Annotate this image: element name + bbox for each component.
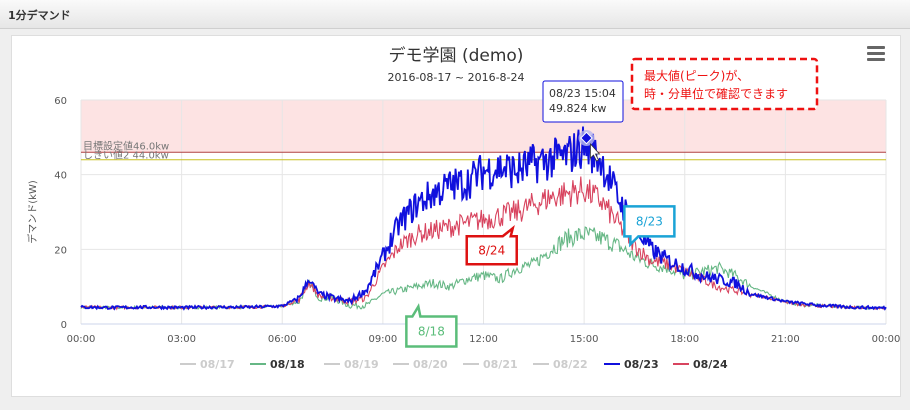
peak-callout-box xyxy=(630,57,819,111)
tooltip-box xyxy=(542,80,624,123)
legend-item-0818[interactable]: 08/18 xyxy=(270,358,305,371)
annotation-bubble xyxy=(465,224,518,266)
y-tick-label: 60 xyxy=(54,96,67,107)
chart-title: デモ学園 (demo) xyxy=(388,46,524,66)
peak-callout-line2: 時・分単位で確認できます xyxy=(644,86,788,101)
y-axis-title: デマンド(kW) xyxy=(26,180,39,244)
legend-item-0819[interactable]: 08/19 xyxy=(344,358,379,371)
y-tick-label: 40 xyxy=(54,171,67,182)
tooltip-value: 49.824 kw xyxy=(549,102,606,115)
x-tick-label: 09:00 xyxy=(368,334,397,345)
x-tick-label: 15:00 xyxy=(570,334,599,345)
mouse-cursor-icon xyxy=(590,142,601,162)
page-title: 1分デマンド xyxy=(8,9,71,22)
x-tick-label: 00:00 xyxy=(872,334,900,345)
x-tick-label: 03:00 xyxy=(167,334,196,345)
x-tick-label: 12:00 xyxy=(469,334,498,345)
annotation-label: 8/23 xyxy=(636,214,663,228)
header-bar: 1分デマンド xyxy=(0,0,910,29)
tooltip-datetime: 08/23 15:04 xyxy=(549,87,616,100)
chart-panel: デモ学園 (demo) 2016-08-17 ~ 2016-8-24 0 20 40… xyxy=(11,35,901,397)
x-tick-label: 00:00 xyxy=(67,334,96,345)
x-tick-label: 18:00 xyxy=(670,334,699,345)
peak-marker[interactable] xyxy=(580,131,593,145)
annotation-label: 8/18 xyxy=(418,325,445,339)
legend-item-0820[interactable]: 08/20 xyxy=(413,358,448,371)
y-tick-label: 20 xyxy=(54,245,67,256)
legend-item-0824[interactable]: 08/24 xyxy=(693,358,728,371)
series-line-0823 xyxy=(80,126,887,311)
legend-item-0817[interactable]: 08/17 xyxy=(200,358,235,371)
x-tick-label: 21:00 xyxy=(771,334,800,345)
threshold-label: しきい値2 44.0kw xyxy=(83,149,169,162)
chart-subtitle: 2016-08-17 ~ 2016-8-24 xyxy=(387,71,525,84)
legend-item-0822[interactable]: 08/22 xyxy=(553,358,588,371)
legend-item-0821[interactable]: 08/21 xyxy=(483,358,518,371)
y-tick-label: 0 xyxy=(61,320,67,331)
legend-item-0823[interactable]: 08/23 xyxy=(624,358,659,371)
annotation-label: 8/24 xyxy=(478,243,505,257)
peak-callout-line1: 最大値(ピーク)が、 xyxy=(644,68,749,83)
annotation-bubble xyxy=(623,205,676,248)
annotation-bubble xyxy=(405,303,458,348)
demand-line-chart: 0 20 40 60 00:00 03:00 06:00 09:00 12:00 15:00 18:… xyxy=(26,57,900,371)
x-tick-label: 06:00 xyxy=(268,334,297,345)
threshold-label: 目標設定値46.0kw xyxy=(83,139,169,152)
hamburger-menu-icon[interactable] xyxy=(867,46,885,62)
